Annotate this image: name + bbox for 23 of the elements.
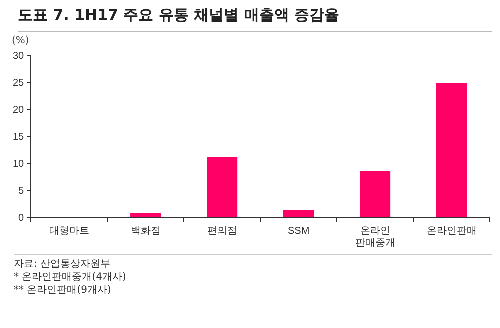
bar bbox=[284, 210, 314, 218]
y-tick-label: 5 bbox=[18, 186, 25, 197]
x-tick-label: 편의점 bbox=[207, 226, 238, 237]
x-tick-label: 온라인판매 bbox=[426, 226, 477, 237]
y-tick-label: 25 bbox=[13, 78, 25, 89]
y-tick-label: 0 bbox=[18, 212, 25, 224]
x-tick-label: SSM bbox=[288, 226, 310, 237]
x-tick-label: 백화점 bbox=[130, 226, 161, 237]
y-tick-label: 15 bbox=[13, 132, 25, 143]
x-tick-label: 대형마트 bbox=[49, 226, 90, 237]
y-tick-label: 30 bbox=[13, 50, 25, 62]
y-axis-title: (%) bbox=[12, 36, 30, 47]
bar bbox=[130, 213, 162, 218]
bar bbox=[207, 156, 238, 218]
text: ** 온라인판매(9개사) bbox=[14, 284, 112, 297]
x-tick-label: 온라인 판매중개 bbox=[355, 226, 396, 249]
bar bbox=[360, 171, 391, 218]
text: 자료: 산업통상자원부 bbox=[14, 258, 112, 271]
y-tick-label: 10 bbox=[13, 158, 25, 170]
y-tick-label: 20 bbox=[13, 104, 25, 116]
text: * 온라인판매중개(4개사) bbox=[14, 271, 128, 284]
bar bbox=[436, 83, 468, 218]
chart-title: 도표 7. 1H17 주요 유통 채널별 매출액 증감율 bbox=[18, 6, 492, 32]
